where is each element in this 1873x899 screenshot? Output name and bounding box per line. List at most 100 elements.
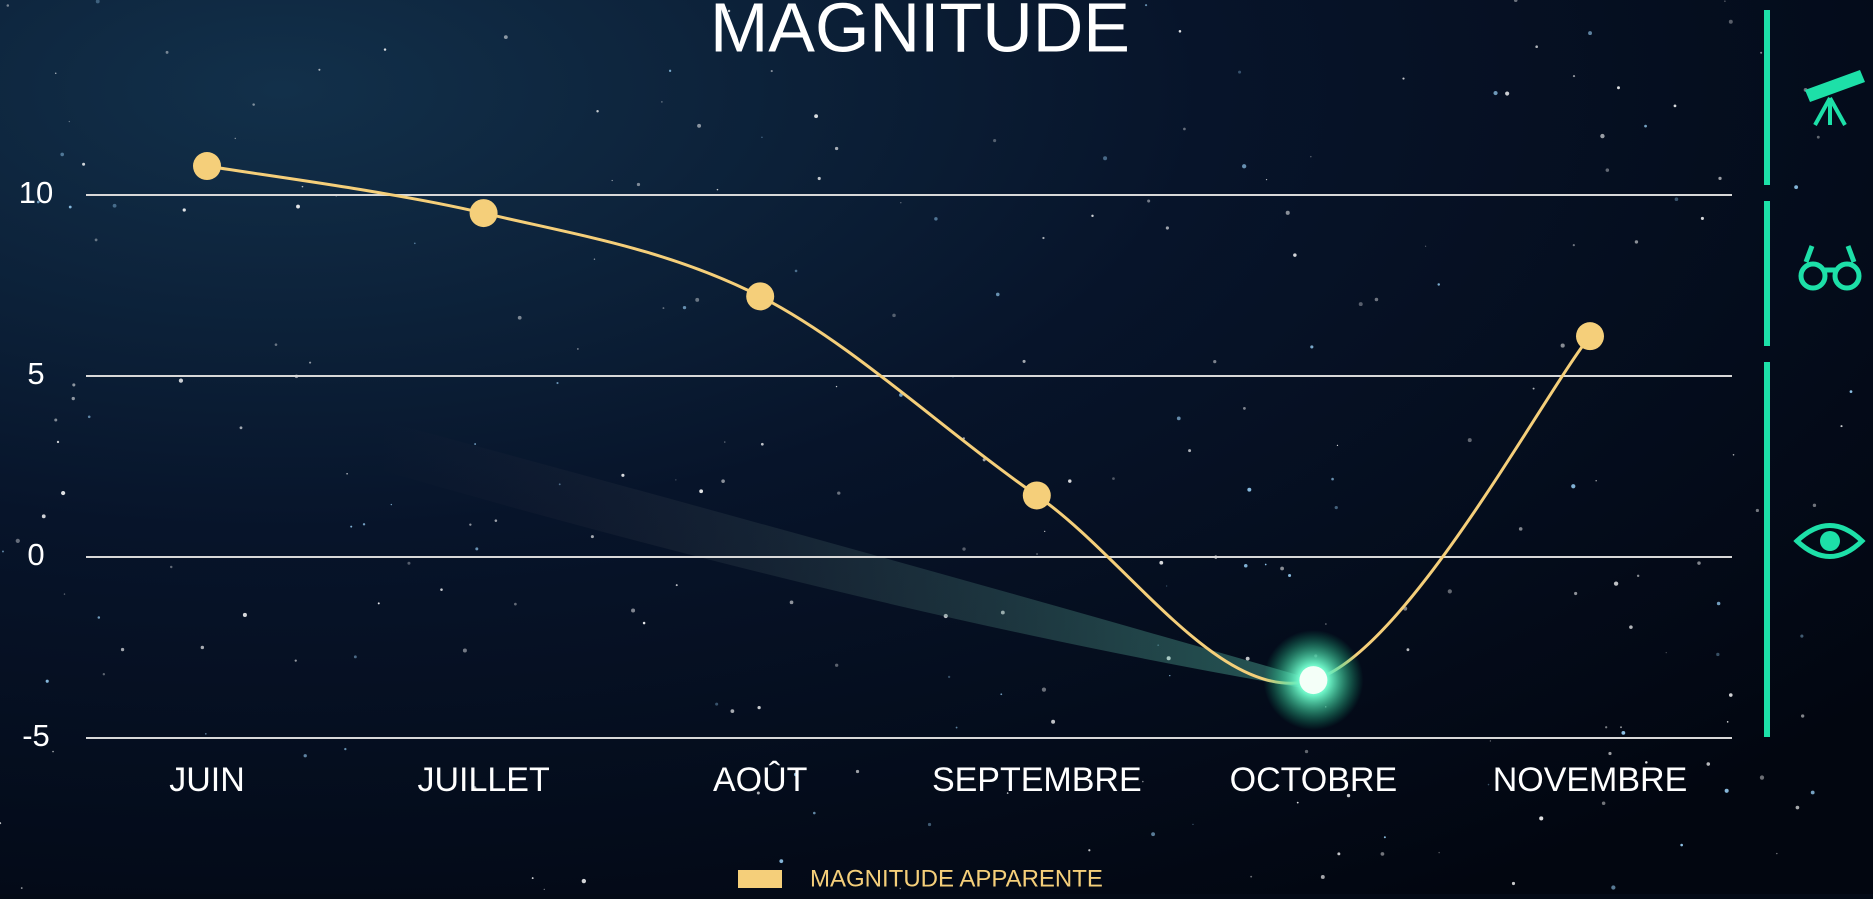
star bbox=[1380, 852, 1385, 856]
star bbox=[1245, 656, 1250, 661]
star bbox=[1755, 508, 1759, 513]
star bbox=[1036, 553, 1038, 555]
star bbox=[927, 822, 932, 827]
star bbox=[1243, 563, 1248, 568]
star bbox=[200, 645, 205, 650]
star bbox=[947, 675, 951, 679]
star bbox=[1532, 387, 1535, 390]
star bbox=[1041, 687, 1047, 692]
star bbox=[1402, 77, 1405, 80]
star bbox=[1213, 360, 1217, 364]
star bbox=[631, 608, 636, 613]
eye-icon bbox=[1793, 523, 1866, 559]
star bbox=[1574, 591, 1578, 596]
star bbox=[71, 396, 75, 401]
star bbox=[593, 258, 596, 260]
star bbox=[54, 72, 57, 74]
star bbox=[1147, 199, 1151, 203]
star bbox=[556, 381, 559, 385]
star bbox=[1716, 652, 1720, 657]
star bbox=[1247, 487, 1252, 492]
star bbox=[1800, 634, 1804, 638]
star bbox=[82, 162, 86, 166]
star bbox=[514, 602, 517, 606]
star bbox=[1320, 875, 1325, 879]
star bbox=[1611, 885, 1616, 890]
star bbox=[621, 473, 625, 477]
star bbox=[675, 479, 677, 481]
star bbox=[1816, 135, 1820, 139]
point bbox=[1022, 481, 1051, 510]
star bbox=[1325, 623, 1327, 625]
star bbox=[36, 200, 40, 204]
star bbox=[1724, 0, 1726, 2]
star bbox=[1447, 589, 1452, 594]
star bbox=[350, 525, 353, 528]
star bbox=[892, 313, 896, 318]
star bbox=[1511, 881, 1516, 886]
star bbox=[789, 600, 794, 605]
star bbox=[303, 754, 307, 758]
comet-tail bbox=[380, 420, 1315, 690]
star bbox=[1620, 726, 1622, 729]
star bbox=[165, 50, 169, 54]
star bbox=[1336, 444, 1339, 447]
x-tick-label: NOVEMBRE bbox=[1493, 761, 1688, 799]
star bbox=[1293, 253, 1297, 257]
star bbox=[1629, 625, 1633, 629]
star bbox=[1280, 566, 1285, 571]
star bbox=[1406, 648, 1410, 652]
star bbox=[1489, 740, 1492, 742]
star bbox=[15, 538, 20, 544]
star bbox=[440, 588, 443, 591]
star bbox=[1334, 505, 1338, 510]
star bbox=[1192, 823, 1194, 826]
star bbox=[494, 519, 498, 522]
star bbox=[1091, 214, 1094, 218]
star bbox=[695, 297, 700, 302]
star bbox=[1724, 788, 1729, 793]
star bbox=[94, 238, 98, 242]
star bbox=[1159, 560, 1164, 565]
star bbox=[662, 307, 665, 310]
star bbox=[1800, 714, 1805, 718]
star bbox=[274, 343, 278, 346]
star bbox=[1700, 216, 1704, 220]
star bbox=[60, 152, 65, 157]
star bbox=[675, 584, 678, 587]
star bbox=[1142, 780, 1144, 783]
star bbox=[814, 114, 819, 119]
star bbox=[63, 593, 66, 595]
star bbox=[1728, 19, 1733, 24]
legend-label: MAGNITUDE APPARENTE bbox=[810, 865, 1103, 892]
star bbox=[362, 523, 366, 526]
star bbox=[1346, 793, 1351, 798]
star bbox=[668, 69, 672, 72]
star bbox=[1645, 761, 1648, 764]
star bbox=[855, 769, 860, 774]
star bbox=[596, 110, 599, 113]
star bbox=[1706, 762, 1711, 766]
star bbox=[723, 441, 726, 443]
star bbox=[1165, 585, 1168, 587]
y-tick-label: 10 bbox=[19, 175, 53, 210]
star bbox=[1621, 730, 1626, 735]
star bbox=[1810, 790, 1815, 795]
star bbox=[1505, 91, 1510, 96]
star bbox=[1665, 652, 1667, 654]
star bbox=[934, 217, 938, 221]
star bbox=[309, 361, 312, 364]
star bbox=[1636, 574, 1640, 578]
star bbox=[962, 547, 966, 551]
star bbox=[1088, 849, 1091, 852]
star bbox=[761, 136, 763, 139]
star bbox=[716, 188, 719, 191]
star bbox=[204, 733, 207, 735]
star bbox=[1310, 345, 1314, 349]
star bbox=[1726, 721, 1729, 723]
star bbox=[817, 176, 821, 181]
star bbox=[531, 877, 534, 880]
star bbox=[1144, 4, 1148, 7]
